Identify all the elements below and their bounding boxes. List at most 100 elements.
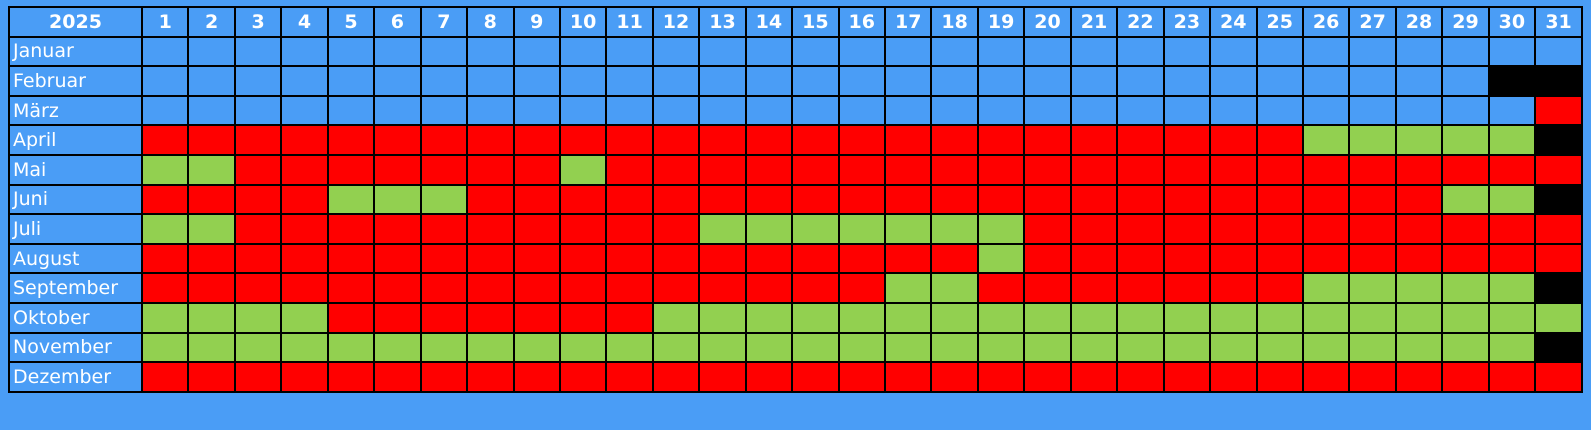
day-cell — [1162, 361, 1212, 393]
day-cell — [187, 183, 236, 216]
day-cell — [466, 361, 515, 393]
day-cell — [1255, 35, 1304, 68]
day-cell — [466, 35, 515, 68]
day-cell — [419, 35, 469, 68]
day-number: 15 — [791, 6, 840, 38]
day-cell — [233, 331, 283, 364]
day-cell — [326, 183, 376, 216]
day-cell — [651, 361, 701, 393]
day-cell — [1255, 153, 1304, 186]
day-cell — [1209, 213, 1258, 245]
day-cell — [187, 301, 236, 334]
day-number: 12 — [651, 6, 701, 38]
day-cell — [651, 331, 701, 364]
day-cell — [140, 272, 190, 304]
day-cell — [419, 301, 469, 334]
month-row: Dezember — [8, 361, 1583, 393]
day-cell — [883, 272, 933, 304]
day-cell — [512, 94, 561, 127]
month-row: August — [8, 242, 1583, 275]
day-cell — [1534, 153, 1583, 186]
day-cell — [233, 213, 283, 245]
day-cell — [140, 361, 190, 393]
day-cell — [976, 183, 1026, 216]
day-cell — [466, 94, 515, 127]
day-cell — [1441, 153, 1490, 186]
day-number: 5 — [326, 6, 376, 38]
day-cell — [744, 94, 794, 127]
day-cell — [326, 124, 376, 156]
day-cell — [326, 242, 376, 275]
day-number: 24 — [1209, 6, 1258, 38]
day-cell — [233, 183, 283, 216]
day-cell — [744, 301, 794, 334]
day-cell — [233, 272, 283, 304]
day-cell — [1023, 153, 1072, 186]
day-cell — [512, 361, 561, 393]
day-cell — [1534, 94, 1583, 127]
day-cell — [1116, 213, 1165, 245]
day-number: 13 — [698, 6, 747, 38]
day-cell — [558, 183, 608, 216]
day-cell — [791, 301, 840, 334]
day-cell — [373, 301, 422, 334]
day-cell — [605, 153, 654, 186]
day-cell — [1394, 94, 1444, 127]
month-name: Juni — [8, 183, 143, 216]
day-cell — [930, 242, 979, 275]
day-cell — [280, 272, 329, 304]
day-cell — [1209, 65, 1258, 97]
day-cell — [466, 153, 515, 186]
day-number: 23 — [1162, 6, 1212, 38]
day-cell — [1441, 94, 1490, 127]
day-number: 10 — [558, 6, 608, 38]
day-cell — [1069, 124, 1119, 156]
day-cell — [326, 94, 376, 127]
day-cell — [1534, 272, 1583, 304]
day-cell — [837, 272, 887, 304]
day-cell — [326, 35, 376, 68]
day-cell — [326, 272, 376, 304]
day-cell — [1487, 124, 1537, 156]
day-cell — [1209, 272, 1258, 304]
day-cell — [883, 35, 933, 68]
day-number: 26 — [1301, 6, 1351, 38]
day-cell — [883, 331, 933, 364]
day-cell — [558, 94, 608, 127]
day-cell — [837, 35, 887, 68]
day-cell — [698, 272, 747, 304]
day-cell — [1487, 35, 1537, 68]
day-cell — [1534, 301, 1583, 334]
day-cell — [1348, 242, 1397, 275]
day-cell — [419, 272, 469, 304]
day-cell — [976, 124, 1026, 156]
day-cell — [1348, 124, 1397, 156]
day-cell — [1023, 213, 1072, 245]
day-cell — [1209, 242, 1258, 275]
day-cell — [605, 124, 654, 156]
day-cell — [1069, 301, 1119, 334]
day-cell — [280, 124, 329, 156]
day-cell — [1348, 301, 1397, 334]
day-cell — [744, 65, 794, 97]
day-cell — [1348, 213, 1397, 245]
month-row: November — [8, 331, 1583, 364]
day-cell — [976, 153, 1026, 186]
day-cell — [1023, 272, 1072, 304]
day-cell — [419, 183, 469, 216]
day-cell — [976, 65, 1026, 97]
day-number: 7 — [419, 6, 469, 38]
day-cell — [883, 301, 933, 334]
day-cell — [930, 65, 979, 97]
day-number: 14 — [744, 6, 794, 38]
day-cell — [791, 272, 840, 304]
day-cell — [1301, 213, 1351, 245]
day-cell — [280, 153, 329, 186]
day-cell — [930, 361, 979, 393]
day-cell — [605, 183, 654, 216]
day-cell — [698, 331, 747, 364]
day-cell — [1487, 361, 1537, 393]
day-cell — [187, 153, 236, 186]
day-cell — [744, 272, 794, 304]
day-cell — [1162, 94, 1212, 127]
